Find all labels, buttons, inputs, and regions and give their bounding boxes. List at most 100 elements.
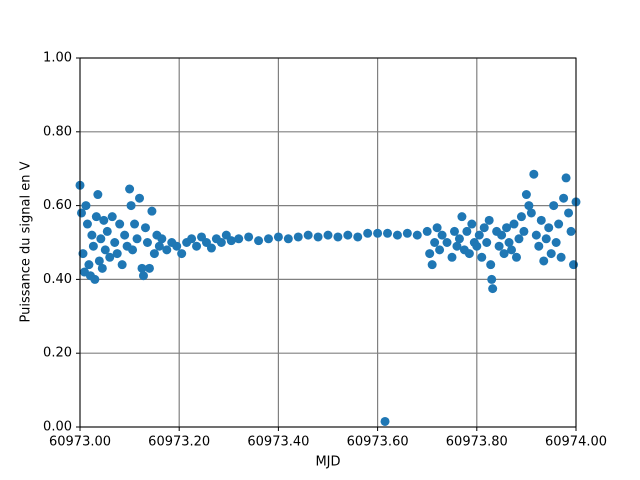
- y-axis-label: Puissance du signal en V: [19, 161, 34, 322]
- data-point: [519, 226, 529, 236]
- data-point: [90, 274, 100, 284]
- data-point: [554, 219, 564, 229]
- data-point: [273, 232, 283, 242]
- data-point: [97, 263, 107, 273]
- data-point: [454, 234, 464, 244]
- data-point: [479, 223, 489, 233]
- data-point: [93, 190, 103, 200]
- data-point: [462, 226, 472, 236]
- data-point: [442, 238, 452, 247]
- data-point: [254, 236, 264, 246]
- y-tick-label: 0.60: [43, 198, 72, 213]
- data-point: [130, 219, 140, 229]
- data-point: [534, 241, 544, 251]
- data-point: [502, 223, 512, 233]
- data-point: [107, 212, 117, 222]
- data-point: [91, 212, 101, 222]
- data-point: [154, 241, 164, 251]
- data-point: [494, 241, 504, 251]
- data-point: [477, 252, 487, 262]
- data-point: [457, 212, 467, 222]
- data-point: [536, 215, 546, 225]
- data-point: [449, 226, 459, 236]
- data-point: [353, 232, 363, 242]
- data-point: [559, 193, 569, 203]
- data-point: [128, 245, 138, 255]
- data-point: [551, 238, 561, 247]
- data-point: [482, 238, 492, 247]
- data-point: [447, 252, 457, 262]
- data-point: [484, 215, 494, 225]
- data-point: [94, 256, 104, 266]
- data-point: [432, 223, 442, 233]
- data-point: [474, 230, 484, 240]
- data-point: [412, 230, 422, 240]
- data-point: [149, 249, 159, 259]
- x-tick-label: 60973.20: [148, 435, 210, 450]
- data-point: [172, 241, 182, 251]
- data-point: [81, 201, 91, 211]
- data-point: [452, 241, 462, 251]
- data-point: [511, 252, 521, 262]
- x-tick-label: 60973.60: [347, 435, 409, 450]
- data-point: [531, 230, 541, 240]
- data-point: [137, 263, 147, 273]
- data-point: [383, 228, 393, 238]
- y-tick-label: 1.00: [43, 51, 72, 66]
- data-point: [84, 260, 94, 270]
- data-point: [544, 223, 554, 233]
- data-point: [112, 249, 122, 259]
- data-point: [507, 245, 517, 255]
- data-point: [244, 232, 254, 242]
- data-point: [144, 263, 154, 273]
- data-point: [140, 223, 150, 233]
- y-tick-label: 0.40: [43, 272, 72, 287]
- data-point: [132, 234, 142, 244]
- data-point: [546, 249, 556, 259]
- data-point: [135, 193, 145, 203]
- data-point: [120, 230, 130, 240]
- x-axis-label: MJD: [315, 455, 340, 470]
- data-point: [78, 249, 88, 259]
- data-point: [234, 234, 244, 244]
- data-point: [88, 241, 98, 251]
- data-point: [147, 206, 157, 216]
- data-point: [569, 260, 579, 270]
- data-point: [226, 236, 236, 246]
- data-point: [192, 241, 202, 251]
- data-point: [373, 228, 383, 238]
- data-point: [157, 234, 167, 244]
- data-point: [206, 243, 216, 253]
- data-point: [333, 232, 343, 242]
- data-point: [102, 226, 112, 236]
- data-point: [425, 249, 435, 259]
- data-point: [526, 208, 536, 218]
- data-point: [99, 215, 109, 225]
- data-point: [509, 219, 519, 229]
- data-point: [142, 238, 152, 247]
- data-point: [472, 241, 482, 251]
- data-point: [363, 228, 373, 238]
- data-point: [343, 230, 353, 240]
- data-point: [529, 169, 539, 179]
- data-point: [427, 260, 437, 270]
- data-point: [313, 232, 323, 242]
- data-point: [323, 230, 333, 240]
- data-point: [283, 234, 293, 244]
- x-tick-label: 60973.00: [49, 435, 111, 450]
- data-point: [561, 173, 571, 183]
- data-point: [115, 219, 125, 229]
- data-point: [117, 260, 127, 270]
- data-point: [402, 228, 412, 238]
- x-tick-label: 60973.80: [446, 435, 508, 450]
- data-point: [556, 252, 566, 262]
- data-point: [467, 219, 477, 229]
- data-point: [464, 249, 474, 259]
- y-tick-label: 0.00: [43, 420, 72, 435]
- data-point: [162, 245, 172, 255]
- data-point: [125, 184, 135, 194]
- data-point: [437, 230, 447, 240]
- data-point: [263, 234, 273, 244]
